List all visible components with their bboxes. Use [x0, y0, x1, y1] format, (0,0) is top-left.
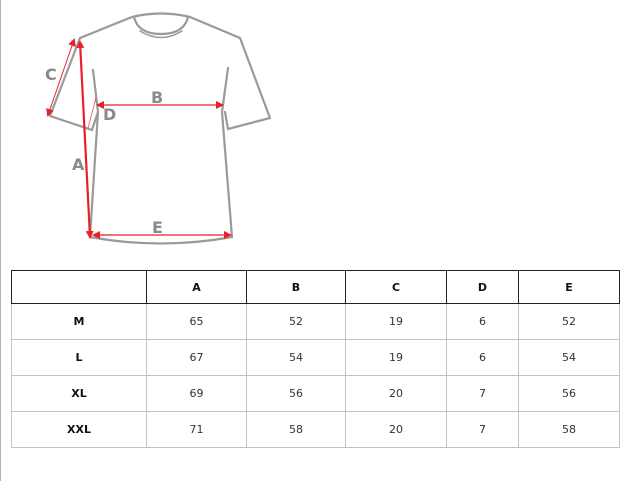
- value-cell: 69: [146, 375, 247, 412]
- label-b: B: [151, 88, 163, 107]
- size-cell: XL: [11, 375, 147, 412]
- table-row: XXL 71 58 20 7 58: [11, 411, 620, 448]
- value-cell: 67: [146, 339, 247, 376]
- value-cell: 19: [345, 339, 447, 376]
- header-cell: C: [345, 270, 447, 304]
- value-cell: 56: [246, 375, 346, 412]
- value-cell: 54: [246, 339, 346, 376]
- value-cell: 19: [345, 303, 447, 340]
- arrow-d: [87, 97, 97, 129]
- header-cell: D: [446, 270, 519, 304]
- value-cell: 54: [518, 339, 620, 376]
- size-cell: L: [11, 339, 147, 376]
- value-cell: 20: [345, 375, 447, 412]
- value-cell: 52: [518, 303, 620, 340]
- size-table: A B C D E M 65 52 19 6 52 L 67 54 19 6 54 XL 69 56 20 7 5…: [11, 270, 620, 448]
- arrow-a: [76, 40, 94, 239]
- label-c: C: [45, 65, 57, 84]
- size-cell: M: [11, 303, 147, 340]
- value-cell: 58: [246, 411, 346, 448]
- value-cell: 58: [518, 411, 620, 448]
- label-d: D: [103, 105, 116, 124]
- value-cell: 56: [518, 375, 620, 412]
- table-row: L 67 54 19 6 54: [11, 339, 620, 376]
- tshirt-outline: [48, 12, 272, 245]
- label-e: E: [152, 218, 163, 237]
- value-cell: 7: [446, 375, 519, 412]
- value-cell: 6: [446, 303, 519, 340]
- table-row: M 65 52 19 6 52: [11, 303, 620, 340]
- label-a: A: [72, 155, 85, 174]
- header-cell: [11, 270, 147, 304]
- left-border: [0, 0, 1, 481]
- table-row: XL 69 56 20 7 56: [11, 375, 620, 412]
- value-cell: 52: [246, 303, 346, 340]
- arrow-c: [46, 38, 76, 117]
- header-cell: B: [246, 270, 346, 304]
- value-cell: 65: [146, 303, 247, 340]
- header-row: A B C D E: [11, 270, 620, 304]
- size-cell: XXL: [11, 411, 147, 448]
- header-cell: E: [518, 270, 620, 304]
- value-cell: 6: [446, 339, 519, 376]
- header-cell: A: [146, 270, 247, 304]
- value-cell: 20: [345, 411, 447, 448]
- tshirt-diagram: A B C D E: [45, 12, 272, 245]
- measure-arrows: [46, 38, 232, 239]
- value-cell: 71: [146, 411, 247, 448]
- value-cell: 7: [446, 411, 519, 448]
